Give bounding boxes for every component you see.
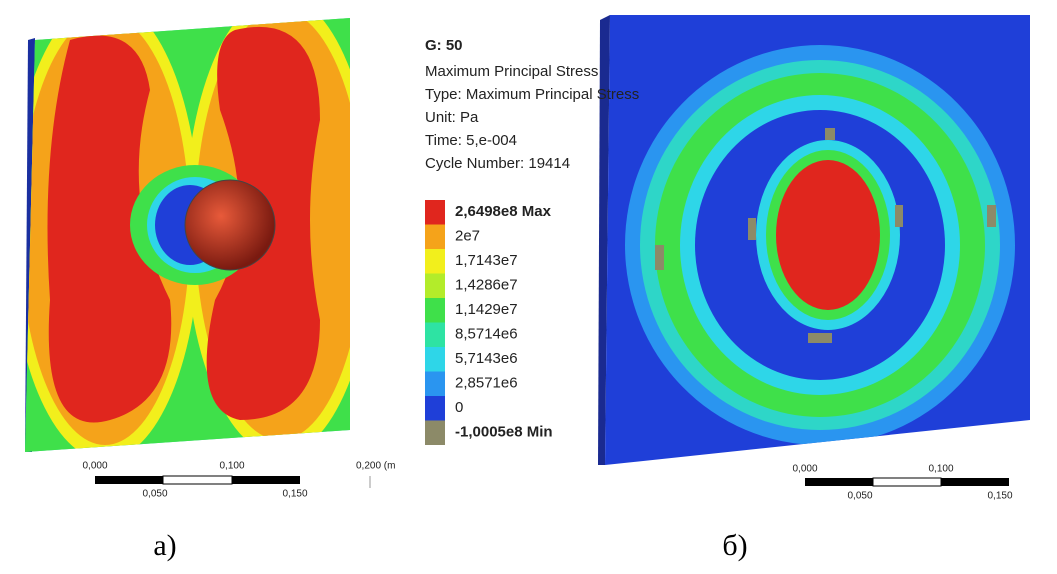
caption: а) <box>153 529 176 562</box>
legend-label: 8,5714e6 <box>455 325 518 342</box>
legend-label: 2,6498e8 Max <box>455 203 552 220</box>
legend-swatch <box>425 371 445 396</box>
scale-label: 0,000 <box>82 461 107 472</box>
legend-label: 2e7 <box>455 227 480 244</box>
legend-swatch <box>425 396 445 421</box>
legend-swatch <box>425 224 445 249</box>
scale-label: 0,100 <box>219 461 244 472</box>
scale-bar-left <box>95 475 371 488</box>
legend-line: Time: 5,e-004 <box>425 132 517 149</box>
legend-line: Type: Maximum Principal Stress <box>425 86 639 103</box>
legend-label: 0 <box>455 399 463 416</box>
legend-swatch <box>425 322 445 347</box>
legend-line: Maximum Principal Stress <box>425 63 598 80</box>
legend-line: Unit: Pa <box>425 109 479 126</box>
caption: б) <box>722 529 747 562</box>
legend-swatch <box>425 298 445 323</box>
scale-label: 0,150 <box>282 489 307 500</box>
legend-title: G: 50 <box>425 37 463 54</box>
legend-label: 1,7143e7 <box>455 252 518 269</box>
legend-label: 5,7143e6 <box>455 350 518 367</box>
scale-label: 0,000 <box>792 464 817 475</box>
scale-label: 0,200 (m <box>356 461 395 472</box>
scale-label: 0,050 <box>142 489 167 500</box>
legend-swatch <box>425 249 445 274</box>
scale-bar-right <box>805 477 1009 487</box>
legend-label: 1,1429e7 <box>455 301 518 318</box>
scale-label: 0,050 <box>847 491 872 502</box>
legend-swatch <box>425 347 445 372</box>
legend-label: -1,0005e8 Min <box>455 423 553 440</box>
scale-label: 0,100 <box>928 464 953 475</box>
scale-label: 0,150 <box>987 491 1012 502</box>
legend-label: 2,8571e6 <box>455 374 518 391</box>
legend-line: Cycle Number: 19414 <box>425 155 570 172</box>
legend-label: 1,4286e7 <box>455 276 518 293</box>
left-plate <box>25 18 350 452</box>
legend-swatch <box>425 273 445 298</box>
legend-swatch <box>425 420 445 445</box>
right-plate <box>598 15 1030 465</box>
legend-swatch <box>425 200 445 225</box>
